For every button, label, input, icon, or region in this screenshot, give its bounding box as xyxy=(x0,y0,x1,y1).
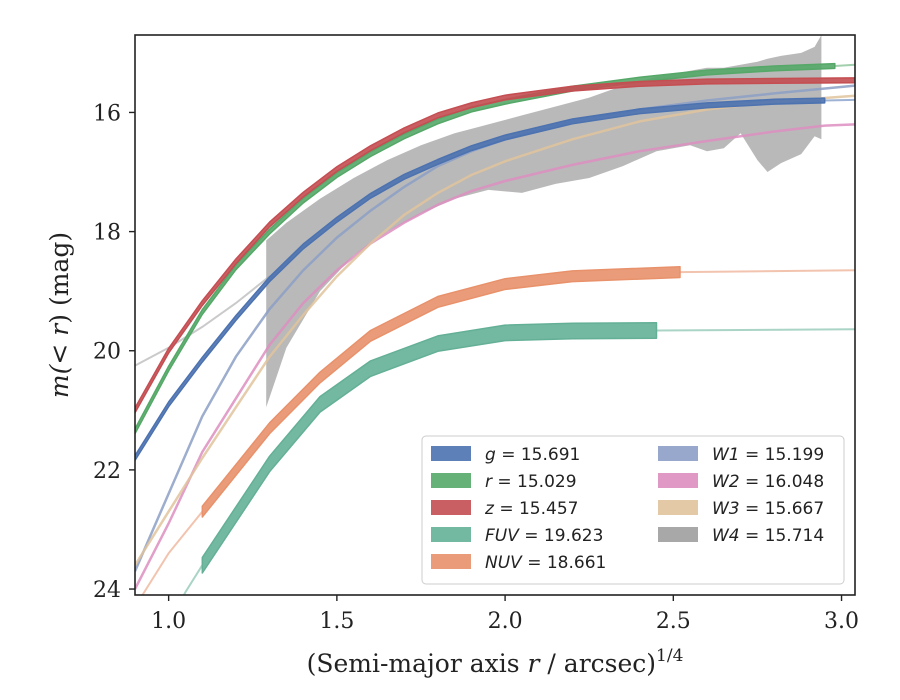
w4-band xyxy=(266,35,822,408)
series-band-g xyxy=(135,97,826,462)
legend-swatch xyxy=(431,473,471,488)
x-tick-label: 3.0 xyxy=(824,609,859,634)
y-tick-label: 16 xyxy=(93,101,121,126)
legend-label: W3 = 15.667 xyxy=(712,499,824,519)
legend-swatch xyxy=(431,554,471,569)
y-axis-label: m(< r) (mag) xyxy=(45,232,74,398)
y-tick-label: 24 xyxy=(93,578,121,603)
y-tick-label: 20 xyxy=(93,340,121,365)
legend-label: NUV = 18.661 xyxy=(485,553,606,573)
legend-label: z = 15.457 xyxy=(484,499,578,519)
series-line-w3 xyxy=(135,94,855,566)
series-tail-fuv xyxy=(656,328,855,332)
legend-label: W4 = 15.714 xyxy=(712,526,824,546)
x-tick-label: 1.0 xyxy=(151,609,186,634)
legend-label: g = 15.691 xyxy=(485,445,580,465)
legend-swatch xyxy=(658,527,698,542)
plot-frame xyxy=(134,34,856,596)
legend-swatch xyxy=(658,446,698,461)
series-band-fuv xyxy=(201,321,658,574)
series-extension-g xyxy=(824,98,855,102)
x-axis-label: (Semi-major axis r / arcsec)1/4 xyxy=(307,646,684,678)
series-line-w2 xyxy=(135,123,855,590)
legend-label: FUV = 19.623 xyxy=(485,526,603,546)
legend-swatch xyxy=(431,446,471,461)
legend-swatch xyxy=(431,500,471,515)
series-band-nuv xyxy=(201,265,681,518)
plot-area xyxy=(135,35,855,595)
y-tick-label: 18 xyxy=(93,221,121,246)
series-extension-fuv xyxy=(182,564,204,595)
legend-label: r = 15.029 xyxy=(485,472,577,492)
legend-label: W1 = 15.199 xyxy=(712,445,824,465)
x-tick-label: 1.5 xyxy=(319,609,354,634)
series-tail-nuv xyxy=(679,269,855,274)
legend-swatch xyxy=(658,473,698,488)
axis-ticks: 1.0 1.5 2.0 2.5 3.0 16 18 20 22 24 xyxy=(93,101,859,634)
legend-swatch xyxy=(431,527,471,542)
legend: g = 15.691 r = 15.029 z = 15.457 FUV = 19.6… xyxy=(421,435,845,585)
legend-label: W2 = 16.048 xyxy=(712,472,824,492)
x-tick-label: 2.5 xyxy=(656,609,691,634)
y-tick-label: 22 xyxy=(93,459,121,484)
series-band-r xyxy=(135,62,836,435)
w4-extrapolation-line xyxy=(135,275,271,367)
x-tick-label: 2.0 xyxy=(488,609,523,634)
series-band-z xyxy=(135,77,855,414)
legend-swatch xyxy=(658,500,698,515)
series-extension-nuv xyxy=(141,510,204,595)
legend-box xyxy=(421,435,845,585)
series-extension-r xyxy=(834,63,855,67)
